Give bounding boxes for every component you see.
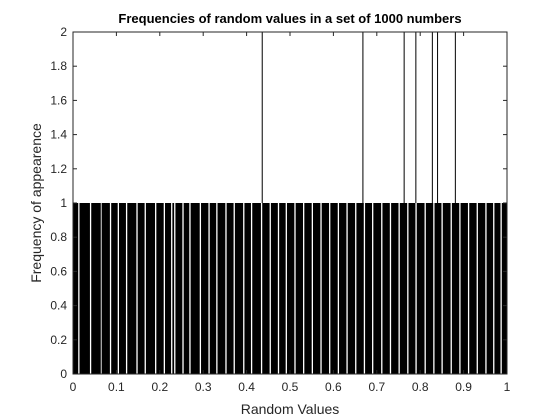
- bar-count-1-31: [339, 203, 347, 374]
- y-tick-label: 0: [60, 367, 67, 381]
- x-tick-label: 1: [504, 380, 511, 394]
- bar-count-1-14: [190, 203, 200, 374]
- x-tick-label: 0.5: [282, 380, 299, 394]
- bar-count-1-38: [399, 203, 408, 374]
- bar-count-1-47: [477, 203, 486, 374]
- bar-count-1-5: [119, 203, 126, 374]
- bar-count-1-2: [91, 203, 101, 374]
- y-axis-ticks: 0 0.2 0.4 0.6 0.8 1 1.2 1.4 1.6 1.8 2: [50, 25, 507, 381]
- bar-count-1-7: [137, 203, 145, 374]
- bar-count-1-8: [145, 203, 156, 374]
- bar-count-1-50: [501, 203, 507, 374]
- bar-count-1-27: [304, 203, 312, 374]
- y-tick-label: 1.6: [50, 93, 67, 107]
- bar-count-1-36: [382, 203, 390, 374]
- bar-count-1-41: [425, 203, 434, 374]
- chart-title: Frequencies of random values in a set of…: [118, 11, 461, 26]
- x-tick-label: 0: [70, 380, 77, 394]
- bar-count-1-35: [373, 203, 382, 374]
- x-tick-label: 0.3: [195, 380, 212, 394]
- bar-count-1-46: [469, 203, 477, 374]
- bar-count-1-24: [279, 203, 286, 374]
- bar-count-1-3: [101, 203, 110, 374]
- bar-count-1-43: [442, 203, 451, 374]
- bar-count-1-12: [175, 203, 183, 374]
- y-tick-label: 0.4: [50, 299, 67, 313]
- y-tick-label: 1.8: [50, 59, 67, 73]
- bar-count-1-4: [111, 203, 118, 374]
- bar-count-1-11: [172, 203, 175, 374]
- bar-count-1-17: [217, 203, 226, 374]
- bar-count-1-44: [451, 203, 460, 374]
- bar-count-1-37: [391, 203, 399, 374]
- bar-count-1-13: [183, 203, 190, 374]
- y-axis-label: Frequency of appearence: [28, 123, 44, 283]
- bar-count-1-32: [347, 203, 356, 374]
- x-axis-ticks: 0 0.1 0.2 0.3 0.4 0.5 0.6 0.7 0.8 0.9 1: [70, 32, 511, 394]
- bar-count-1-6: [127, 203, 137, 374]
- bar-count-1-15: [201, 203, 209, 374]
- bar-count-1-19: [234, 203, 244, 374]
- x-tick-label: 0.2: [151, 380, 168, 394]
- bar-count-1-40: [416, 203, 425, 374]
- bar-count-1-33: [356, 203, 364, 374]
- y-tick-label: 1: [60, 196, 67, 210]
- bar-count-1-45: [460, 203, 468, 374]
- bar-count-1-16: [209, 203, 217, 374]
- bars-group: [73, 203, 507, 374]
- spikes-group: [261, 32, 456, 203]
- bar-count-1-9: [156, 203, 164, 374]
- bar-count-1-21: [252, 203, 261, 374]
- bar-count-1-20: [244, 203, 251, 374]
- bar-count-1-0: [73, 203, 79, 374]
- bar-count-1-23: [270, 203, 278, 374]
- y-tick-label: 0.8: [50, 230, 67, 244]
- bar-count-1-26: [295, 203, 304, 374]
- bar-count-1-25: [286, 203, 295, 374]
- bar-count-1-22: [262, 203, 270, 374]
- bar-count-1-29: [321, 203, 330, 374]
- bar-count-1-49: [494, 203, 501, 374]
- bar-count-1-28: [313, 203, 321, 374]
- x-tick-label: 0.1: [108, 380, 125, 394]
- bar-count-1-39: [408, 203, 416, 374]
- y-tick-label: 1.4: [50, 128, 67, 142]
- bar-count-1-42: [434, 203, 442, 374]
- x-axis-label: Random Values: [241, 401, 340, 417]
- x-tick-label: 0.8: [412, 380, 429, 394]
- bar-count-1-10: [165, 203, 172, 374]
- bar-count-1-48: [486, 203, 494, 374]
- bar-count-1-18: [226, 203, 234, 374]
- y-tick-label: 0.2: [50, 333, 67, 347]
- y-tick-label: 1.2: [50, 162, 67, 176]
- bar-count-1-34: [365, 203, 373, 374]
- x-tick-label: 0.6: [325, 380, 342, 394]
- x-tick-label: 0.7: [368, 380, 385, 394]
- x-tick-label: 0.4: [238, 380, 255, 394]
- bar-count-1-30: [330, 203, 338, 374]
- x-tick-label: 0.9: [455, 380, 472, 394]
- bar-count-1-1: [79, 203, 90, 374]
- y-tick-label: 0.6: [50, 264, 67, 278]
- y-tick-label: 2: [60, 25, 67, 39]
